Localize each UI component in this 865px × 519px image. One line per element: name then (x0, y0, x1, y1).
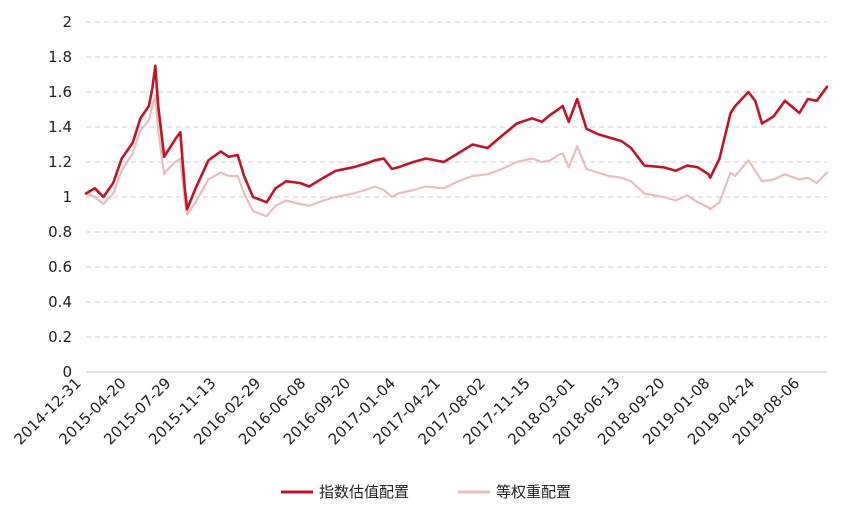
y-tick-label: 1.2 (48, 153, 72, 171)
x-axis: 2014-12-312015-04-202015-07-292015-11-13… (10, 374, 803, 448)
y-tick-label: 2 (62, 13, 72, 31)
series-line-equal-weight (84, 94, 829, 218)
y-tick-label: 0.2 (48, 328, 72, 346)
series-line-index-valuation (84, 64, 829, 211)
y-tick-label: 1.6 (48, 83, 72, 101)
y-axis: 0 0.2 0.4 0.6 0.8 1 1.2 1.4 1.6 1.8 2 (48, 13, 72, 381)
y-tick-label: 1 (62, 188, 72, 206)
y-tick-label: 0.6 (48, 258, 72, 276)
y-tick-label: 1.8 (48, 48, 72, 66)
legend: 指数估值配置 等权重配置 (281, 483, 571, 501)
y-tick-label: 0.8 (48, 223, 72, 241)
y-tick-label: 1.4 (48, 118, 72, 136)
y-tick-label: 0 (62, 363, 72, 381)
series-lines (84, 64, 829, 218)
legend-item-equal-weight: 等权重配置 (496, 483, 571, 501)
gridlines (86, 21, 827, 373)
legend-item-index-valuation: 指数估值配置 (319, 483, 409, 501)
y-tick-label: 0.4 (48, 293, 72, 311)
